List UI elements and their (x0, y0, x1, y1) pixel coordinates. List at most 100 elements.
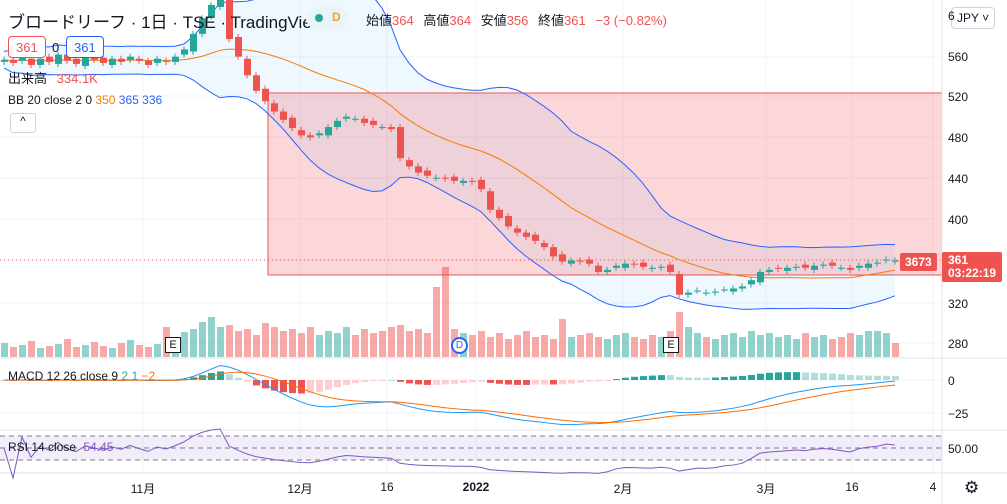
macd-histogram-bar (892, 376, 899, 380)
candle-body (442, 177, 449, 179)
macd-histogram-bar (235, 377, 242, 380)
candle-body (730, 288, 737, 292)
candle-body (739, 286, 746, 289)
volume-bar (334, 333, 341, 357)
macd-histogram-bar (469, 380, 476, 383)
time-axis-label: 4 (929, 480, 937, 494)
candle-body (856, 265, 863, 268)
candle-body (307, 135, 314, 138)
volume-bar (136, 345, 143, 357)
macd-histogram-bar (505, 380, 512, 385)
volume-bar (406, 331, 413, 357)
earnings-marker[interactable]: E (165, 337, 181, 353)
candle-body (712, 291, 719, 293)
candle-body (811, 265, 818, 270)
candle-body (640, 262, 647, 267)
volume-bar (325, 331, 332, 357)
candle-body (550, 247, 557, 257)
volume-bar (613, 335, 620, 357)
volume-bar (631, 337, 638, 357)
volume-bar (64, 339, 71, 357)
settings-gear-icon[interactable]: ⚙ (964, 478, 980, 497)
macd-histogram-bar (793, 372, 800, 380)
candle-body (118, 58, 125, 62)
volume-bar (118, 343, 125, 357)
volume-bar (640, 339, 647, 357)
candle-body (181, 49, 188, 55)
candle-body (46, 56, 53, 62)
candle-body (163, 60, 170, 62)
volume-bar (793, 339, 800, 357)
macd-histogram-bar (541, 380, 548, 385)
volume-bar (262, 323, 269, 357)
volume-bar (28, 341, 35, 357)
candle-body (865, 263, 872, 268)
macd-legend: MACD 12 26 close 9 2 1 −2 (8, 369, 156, 383)
volume-bar (721, 335, 728, 357)
bb-legend: BB 20 close 2 0 350 365 336 (8, 93, 163, 107)
session-badge[interactable]: D (306, 7, 348, 29)
candle-body (136, 58, 143, 61)
macd-histogram-bar (649, 375, 656, 380)
candle-body (685, 292, 692, 295)
volume-bar (370, 333, 377, 357)
volume-bar (883, 333, 890, 357)
candle-body (568, 260, 575, 264)
price-axis-label: 440 (948, 172, 969, 186)
candle-body (10, 59, 17, 63)
candle-body (361, 118, 368, 123)
candle-body (784, 267, 791, 271)
candle-body (73, 58, 80, 64)
macd-histogram-bar (244, 380, 251, 382)
candle-body (541, 242, 548, 248)
macd-histogram-bar (766, 372, 773, 380)
volume-bar (496, 333, 503, 357)
collapse-legend-button[interactable]: ^ (10, 113, 36, 133)
candle-body (892, 260, 899, 262)
price-axis-label: 480 (948, 131, 969, 145)
macd-histogram-bar (775, 372, 782, 380)
volume-bar (469, 335, 476, 357)
macd-histogram-bar (289, 380, 296, 394)
candle-body (19, 56, 26, 61)
volume-bar (820, 335, 827, 357)
macd-histogram-bar (820, 372, 827, 380)
macd-histogram-bar (865, 375, 872, 380)
currency-select[interactable]: JPY ˅ (951, 7, 996, 29)
candle-body (874, 262, 881, 264)
candle-body (523, 232, 530, 237)
macd-histogram-bar (532, 380, 539, 385)
macd-histogram-bar (856, 375, 863, 380)
candle-body (460, 180, 467, 183)
candle-body (766, 269, 773, 272)
volume-bar (766, 333, 773, 357)
macd-histogram-bar (847, 375, 854, 380)
candle-body (604, 269, 611, 272)
dividend-marker[interactable]: D (451, 337, 468, 354)
volume-bar (19, 345, 26, 357)
rsi-line (3, 428, 896, 480)
volume-bar (208, 317, 215, 357)
volume-bar (784, 335, 791, 357)
candle-body (154, 58, 161, 63)
price-axis-label: 280 (948, 337, 969, 351)
macd-histogram-bar (460, 380, 467, 384)
volume-bar (739, 337, 746, 357)
candle-body (55, 54, 62, 64)
buy-button[interactable]: 361 (66, 36, 104, 58)
sell-button[interactable]: 361 (8, 36, 46, 58)
macd-histogram-bar (694, 377, 701, 380)
macd-histogram-bar (883, 375, 890, 380)
macd-axis-label: 0 (948, 374, 955, 388)
earnings-marker[interactable]: E (663, 337, 679, 353)
macd-histogram-bar (838, 374, 845, 380)
macd-histogram-bar (622, 377, 629, 380)
volume-bar (577, 335, 584, 357)
candle-body (91, 57, 98, 60)
candle-body (847, 267, 854, 270)
macd-histogram-bar (325, 380, 332, 390)
candle-body (802, 264, 809, 268)
macd-histogram-bar (352, 380, 359, 384)
volume-bar (829, 339, 836, 357)
